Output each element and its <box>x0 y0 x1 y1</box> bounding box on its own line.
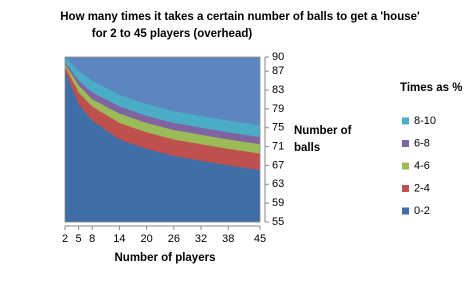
x-tick-label: 14 <box>113 233 125 245</box>
legend-label: 0-2 <box>414 205 430 217</box>
x-tick-label: 20 <box>141 233 153 245</box>
legend-label: 8-10 <box>414 115 436 127</box>
y-axis-title: Number of <box>294 125 352 137</box>
legend-swatch <box>402 117 409 125</box>
legend-swatch <box>402 140 409 147</box>
x-tick-label: 26 <box>168 233 180 245</box>
x-axis-title: Number of players <box>115 252 216 264</box>
y-tick-label: 55 <box>272 216 284 228</box>
x-tick-label: 5 <box>76 233 82 245</box>
y-tick-label: 67 <box>272 159 284 171</box>
surface-band <box>65 71 260 223</box>
legend-label: 6-8 <box>414 137 430 149</box>
legend-swatch <box>402 185 409 192</box>
x-tick-label: 38 <box>222 233 234 245</box>
y-axis-title: balls <box>294 142 320 154</box>
x-tick-label: 2 <box>62 233 68 245</box>
legend-title: Times as % <box>400 82 462 94</box>
x-tick-label: 32 <box>195 233 207 245</box>
plot-frame <box>64 56 261 223</box>
x-tick-label: 45 <box>254 233 266 245</box>
chart-title: How many times it takes a certain number… <box>60 11 420 23</box>
y-tick-label: 63 <box>272 178 284 190</box>
y-tick-label: 90 <box>272 51 284 63</box>
y-tick-label: 79 <box>272 103 284 115</box>
legend-label: 4-6 <box>414 160 430 172</box>
legend-label: 2-4 <box>414 182 430 194</box>
y-tick-label: 71 <box>272 140 284 152</box>
y-tick-label: 83 <box>272 84 284 96</box>
legend-swatch <box>402 207 409 215</box>
chart-subtitle: for 2 to 45 players (overhead) <box>92 28 253 40</box>
legend-swatch <box>402 162 409 170</box>
y-tick-label: 87 <box>272 65 284 77</box>
y-tick-label: 75 <box>272 122 284 134</box>
y-tick-label: 59 <box>272 197 284 209</box>
x-tick-label: 8 <box>89 233 95 245</box>
